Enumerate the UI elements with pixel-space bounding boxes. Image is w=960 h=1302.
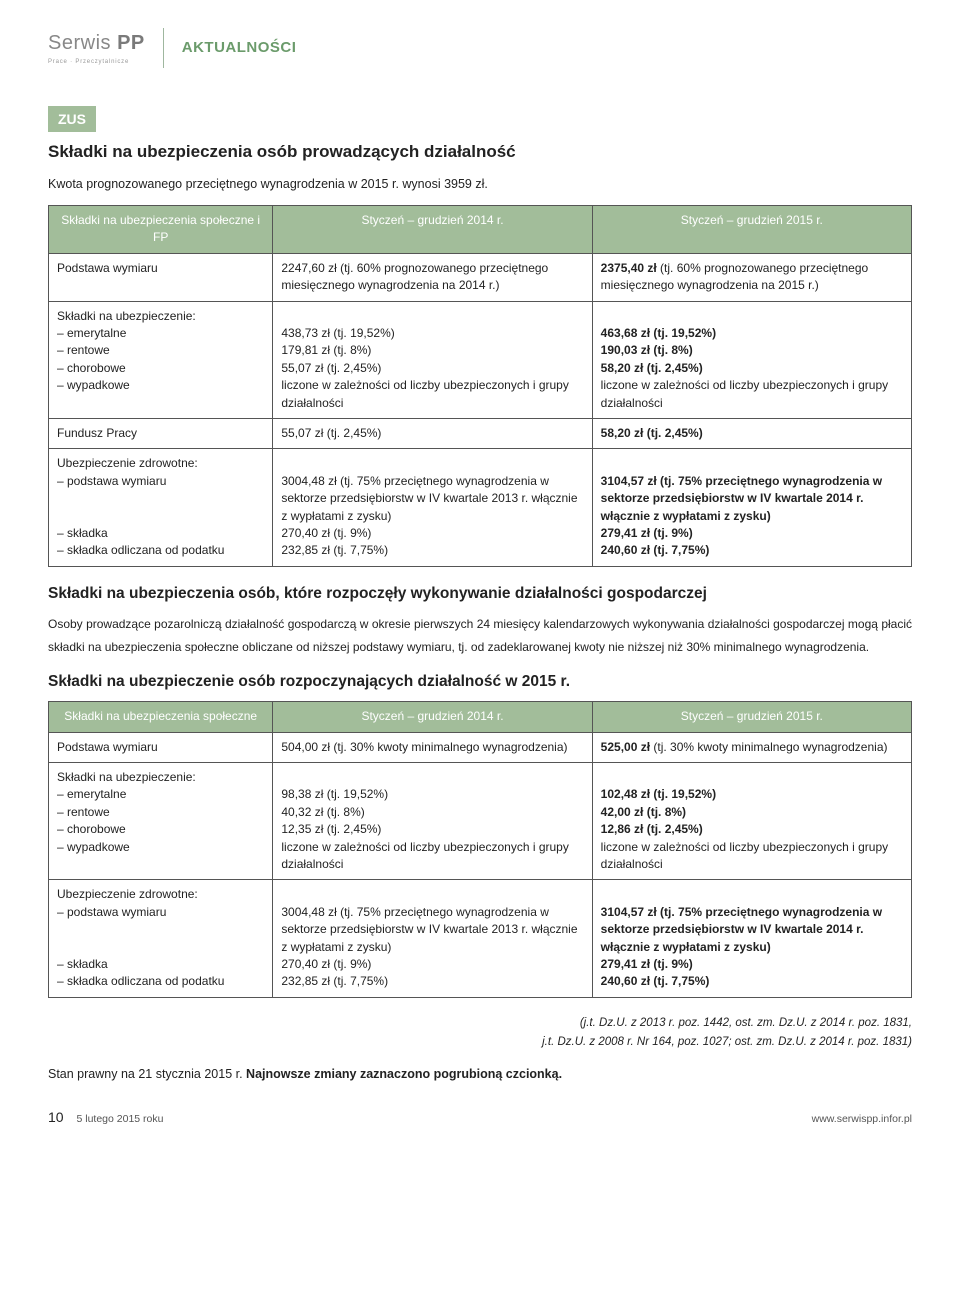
footer-left: 10 5 lutego 2015 roku bbox=[48, 1107, 163, 1127]
table-row: Ubezpieczenie zdrowotne:– podstawa wymia… bbox=[49, 449, 912, 566]
status-bold-note: Najnowsze zmiany zaznaczono pogrubioną c… bbox=[243, 1067, 563, 1081]
cell-2015: 102,48 zł (tj. 19,52%)42,00 zł (tj. 8%)1… bbox=[592, 763, 911, 880]
table1-head-a: Składki na ubezpieczenia społeczne i FP bbox=[49, 206, 273, 254]
table2-head-c: Styczeń – grudzień 2015 r. bbox=[592, 702, 911, 732]
status-date: Stan prawny na 21 stycznia 2015 r. bbox=[48, 1067, 243, 1081]
brand-text-b: PP bbox=[117, 32, 145, 54]
table2-head-b: Styczeń – grudzień 2014 r. bbox=[273, 702, 592, 732]
legal-line-1: (j.t. Dz.U. z 2013 r. poz. 1442, ost. zm… bbox=[48, 1014, 912, 1034]
body-paragraph: Osoby prowadzące pozarolniczą działalnoś… bbox=[48, 613, 912, 659]
footer-date: 5 lutego 2015 roku bbox=[77, 1113, 164, 1125]
table1-head-c: Styczeń – grudzień 2015 r. bbox=[592, 206, 911, 254]
masthead: Serwis PP Prace · Przeczytalnicze AKTUAL… bbox=[48, 28, 912, 68]
divider-icon bbox=[163, 28, 164, 68]
subtitle-starting-2015: Składki na ubezpieczenie osób rozpoczyna… bbox=[48, 671, 912, 693]
cell-2014: 2247,60 zł (tj. 60% prognozowanego przec… bbox=[273, 253, 592, 301]
cell-label: Składki na ubezpieczenie:– emerytalne– r… bbox=[49, 763, 273, 880]
section-heading: AKTUALNOŚCI bbox=[182, 37, 297, 59]
table-starting: Składki na ubezpieczenia społeczne Stycz… bbox=[48, 701, 912, 997]
cell-label: Fundusz Pracy bbox=[49, 418, 273, 448]
status-line: Stan prawny na 21 stycznia 2015 r. Najno… bbox=[48, 1065, 912, 1083]
page-footer: 10 5 lutego 2015 roku www.serwispp.infor… bbox=[48, 1107, 912, 1127]
cell-label: Ubezpieczenie zdrowotne:– podstawa wymia… bbox=[49, 449, 273, 566]
cell-2014: 438,73 zł (tj. 19,52%)179,81 zł (tj. 8%)… bbox=[273, 301, 592, 418]
cell-2014: 504,00 zł (tj. 30% kwoty minimalnego wyn… bbox=[273, 732, 592, 762]
intro-paragraph: Kwota prognozowanego przeciętnego wynagr… bbox=[48, 175, 912, 193]
subtitle-new-activity: Składki na ubezpieczenia osób, które roz… bbox=[48, 583, 912, 605]
footer-url: www.serwispp.infor.pl bbox=[812, 1112, 912, 1127]
table-row: Składki na ubezpieczenie:– emerytalne– r… bbox=[49, 301, 912, 418]
legal-reference: (j.t. Dz.U. z 2013 r. poz. 1442, ost. zm… bbox=[48, 1014, 912, 1053]
cell-2015: 2375,40 zł (tj. 60% prognozowanego przec… bbox=[592, 253, 911, 301]
table-row: Ubezpieczenie zdrowotne:– podstawa wymia… bbox=[49, 880, 912, 997]
cell-2014: 55,07 zł (tj. 2,45%) bbox=[273, 418, 592, 448]
brand-name: Serwis PP bbox=[48, 29, 145, 58]
cell-2015: 463,68 zł (tj. 19,52%)190,03 zł (tj. 8%)… bbox=[592, 301, 911, 418]
cell-label: Ubezpieczenie zdrowotne:– podstawa wymia… bbox=[49, 880, 273, 997]
cell-label: Składki na ubezpieczenie:– emerytalne– r… bbox=[49, 301, 273, 418]
table-row: Fundusz Pracy55,07 zł (tj. 2,45%)58,20 z… bbox=[49, 418, 912, 448]
cell-label: Podstawa wymiaru bbox=[49, 732, 273, 762]
page-number: 10 bbox=[48, 1109, 64, 1125]
cell-2014: 3004,48 zł (tj. 75% przeciętnego wynagro… bbox=[273, 449, 592, 566]
brand-block: Serwis PP Prace · Przeczytalnicze bbox=[48, 29, 145, 67]
brand-subtitle: Prace · Przeczytalnicze bbox=[48, 58, 145, 67]
cell-2015: 58,20 zł (tj. 2,45%) bbox=[592, 418, 911, 448]
table1-head-b: Styczeń – grudzień 2014 r. bbox=[273, 206, 592, 254]
table-row: Podstawa wymiaru504,00 zł (tj. 30% kwoty… bbox=[49, 732, 912, 762]
cell-2015: 3104,57 zł (tj. 75% przeciętnego wynagro… bbox=[592, 880, 911, 997]
table1-body: Podstawa wymiaru2247,60 zł (tj. 60% prog… bbox=[49, 253, 912, 566]
page-title: Składki na ubezpieczenia osób prowadzący… bbox=[48, 140, 912, 165]
table-row: Podstawa wymiaru2247,60 zł (tj. 60% prog… bbox=[49, 253, 912, 301]
cell-2014: 3004,48 zł (tj. 75% przeciętnego wynagro… bbox=[273, 880, 592, 997]
table-contributions: Składki na ubezpieczenia społeczne i FP … bbox=[48, 205, 912, 567]
cell-2015: 3104,57 zł (tj. 75% przeciętnego wynagro… bbox=[592, 449, 911, 566]
brand-text-a: Serwis bbox=[48, 32, 111, 54]
table-row: Składki na ubezpieczenie:– emerytalne– r… bbox=[49, 763, 912, 880]
cell-2015: 525,00 zł (tj. 30% kwoty minimalnego wyn… bbox=[592, 732, 911, 762]
cell-label: Podstawa wymiaru bbox=[49, 253, 273, 301]
table2-body: Podstawa wymiaru504,00 zł (tj. 30% kwoty… bbox=[49, 732, 912, 997]
cell-2014: 98,38 zł (tj. 19,52%)40,32 zł (tj. 8%)12… bbox=[273, 763, 592, 880]
legal-line-2: j.t. Dz.U. z 2008 r. Nr 164, poz. 1027; … bbox=[48, 1033, 912, 1053]
zus-badge: ZUS bbox=[48, 106, 96, 132]
table2-head-a: Składki na ubezpieczenia społeczne bbox=[49, 702, 273, 732]
